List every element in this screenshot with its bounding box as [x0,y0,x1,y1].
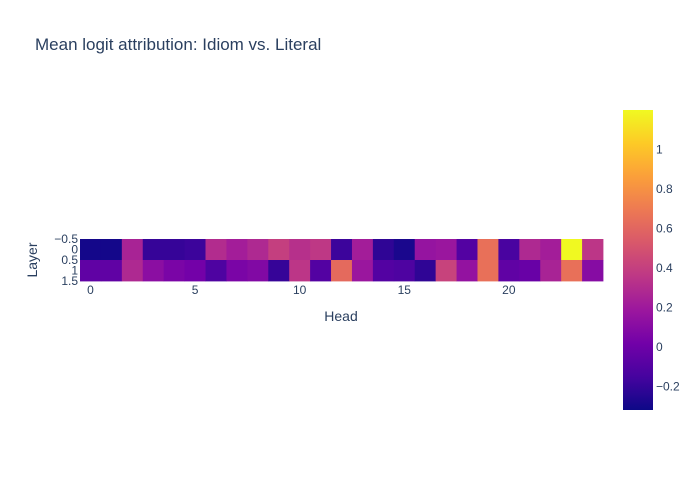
heatmap-cell [205,239,227,261]
heatmap-cell [456,239,478,261]
heatmap-cell [142,260,165,282]
colorbar-tick-label: 0.2 [656,300,673,314]
heatmap-cell [100,260,123,282]
heatmap-cell [351,260,374,282]
y-tick-label: −0.5 [54,232,78,246]
y-tick-label: 0.5 [61,253,78,267]
colorbar-tick-label: 0 [656,340,663,354]
heatmap-cell [247,239,269,261]
heatmap-cell [289,260,311,282]
heatmap-cell [372,260,395,282]
heatmap-cell [582,260,604,282]
heatmap-cell [331,239,353,261]
heatmap-cell [226,260,248,282]
heatmap-cell [582,239,604,261]
heatmap-cell [205,260,227,282]
heatmap-cell [247,260,269,282]
heatmap-cell [310,239,332,261]
y-tick-label: 0 [71,243,78,257]
x-axis-ticks: 0 5 10 15 20 [87,283,516,297]
y-tick-label: 1.5 [61,274,78,288]
heatmap-cell [310,260,332,282]
heatmap-cell [100,239,123,261]
heatmap-cell [80,239,102,261]
heatmap-cell [184,239,206,261]
heatmap-cell [268,260,290,282]
heatmap-cell [372,239,395,261]
heatmap-cell [435,260,457,282]
heatmap-cell [561,239,583,261]
heatmap-cell [540,239,562,261]
colorbar-tick-label: 1 [656,142,663,156]
x-tick-label: 0 [87,283,94,297]
heatmap-cell [121,239,144,261]
heatmap-cell [456,260,478,282]
heatmap-cell [540,260,562,282]
heatmap-cell [331,260,353,282]
heatmap-cells [80,239,604,282]
heatmap-cell [163,239,185,261]
heatmap-cell [226,239,248,261]
colorbar-ticks: −0.2 0 0.2 0.4 0.6 0.8 1 [656,142,680,393]
heatmap-cell [163,260,185,282]
colorbar [623,110,653,410]
heatmap-cell [184,260,206,282]
x-tick-label: 15 [398,283,412,297]
x-tick-label: 20 [502,283,516,297]
heatmap-cell [289,239,311,261]
x-axis-title: Head [324,308,357,324]
y-axis-title: Layer [24,242,40,277]
heatmap-cell [393,239,416,261]
y-tick-label: 1 [71,264,78,278]
heatmap-cell [414,260,437,282]
heatmap-cell [268,239,290,261]
heatmap-cell [351,239,374,261]
heatmap-cell [477,260,499,282]
colorbar-tick-label: 0.6 [656,221,673,235]
heatmap-cell [121,260,144,282]
heatmap-cell [519,239,541,261]
heatmap-cell [435,239,457,261]
heatmap-cell [498,239,520,261]
heatmap-cell [80,260,102,282]
heatmap-cell [393,260,416,282]
colorbar-tick-label: −0.2 [656,379,680,393]
heatmap-cell [414,239,437,261]
y-axis-ticks: −0.500.511.5 [54,232,78,288]
heatmap-cell [142,239,165,261]
heatmap-cell [477,239,499,261]
colorbar-tick-label: 0.4 [656,261,673,275]
colorbar-tick-label: 0.8 [656,182,673,196]
heatmap-cell [561,260,583,282]
heatmap-cell [519,260,541,282]
x-tick-label: 10 [293,283,307,297]
chart-title: Mean logit attribution: Idiom vs. Litera… [35,35,321,54]
heatmap-cell [498,260,520,282]
x-tick-label: 5 [192,283,199,297]
